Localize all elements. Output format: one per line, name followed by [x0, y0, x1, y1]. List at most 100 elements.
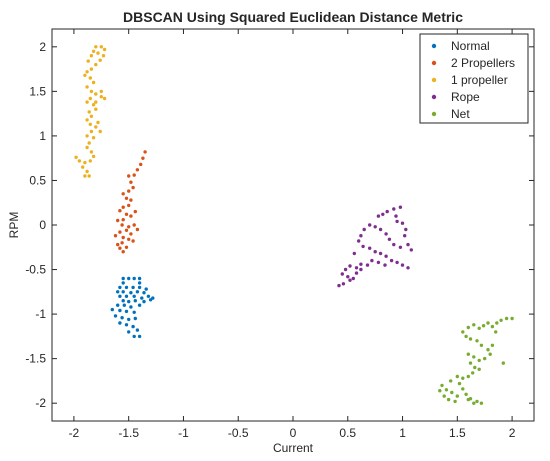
data-point: [464, 334, 468, 339]
data-point: [137, 334, 142, 339]
data-point: [472, 323, 476, 327]
data-point: [466, 397, 470, 402]
data-point: [398, 245, 403, 249]
data-point: [129, 305, 133, 309]
data-point: [137, 303, 142, 307]
legend-marker: [431, 77, 437, 83]
data-point: [116, 218, 120, 223]
y-tick-label: 1.5: [29, 84, 46, 98]
data-point: [85, 70, 89, 74]
data-point: [91, 136, 96, 140]
series-net: [438, 316, 514, 405]
y-axis-label: RPM: [7, 212, 21, 239]
data-point: [89, 54, 94, 58]
x-tick-label: -0.5: [228, 426, 249, 440]
data-point: [455, 374, 459, 379]
data-point: [477, 326, 481, 330]
data-point: [142, 291, 146, 295]
data-point: [133, 316, 137, 321]
data-point: [376, 260, 381, 265]
data-point: [137, 276, 142, 281]
data-point: [438, 389, 442, 393]
data-point: [124, 196, 129, 200]
x-tick-label: 1: [399, 426, 406, 440]
data-point: [122, 303, 127, 307]
data-point: [127, 237, 131, 241]
data-point: [94, 92, 98, 96]
data-point: [348, 264, 352, 268]
y-tick-label: -1.5: [25, 352, 46, 366]
data-point: [129, 180, 133, 184]
data-point: [337, 283, 341, 288]
data-point: [472, 355, 476, 359]
data-point: [132, 223, 136, 227]
data-point: [133, 209, 137, 214]
data-point: [120, 241, 124, 245]
data-point: [348, 278, 352, 282]
data-point: [120, 223, 124, 227]
data-point: [461, 387, 465, 391]
data-point: [121, 235, 125, 240]
data-point: [378, 251, 383, 256]
data-point: [468, 361, 473, 365]
data-point: [395, 260, 399, 265]
data-point: [340, 272, 344, 276]
data-point: [131, 285, 135, 290]
data-point: [99, 95, 104, 99]
data-point: [83, 160, 87, 165]
data-point: [85, 169, 89, 174]
data-point: [361, 244, 365, 249]
legend-label: 2 Propellers: [451, 56, 515, 70]
chart-title: DBSCAN Using Squared Euclidean Distance …: [123, 9, 463, 25]
data-point: [464, 392, 468, 396]
data-point: [89, 150, 94, 154]
data-point: [486, 321, 490, 325]
legend-marker: [431, 94, 437, 100]
data-point: [406, 266, 410, 270]
data-point: [365, 263, 370, 267]
data-point: [87, 174, 91, 178]
data-point: [85, 145, 89, 150]
data-point: [124, 212, 129, 216]
data-point: [486, 348, 490, 352]
data-point: [121, 290, 125, 294]
data-point: [91, 154, 96, 159]
data-point: [118, 285, 122, 290]
data-point: [403, 234, 407, 238]
data-point: [121, 205, 125, 209]
data-point: [400, 221, 405, 225]
data-point: [490, 324, 495, 329]
data-point: [96, 120, 100, 125]
data-point: [132, 334, 136, 339]
data-point: [461, 376, 465, 380]
data-point: [89, 114, 94, 119]
data-point: [110, 307, 115, 312]
legend-label: 1 propeller: [451, 73, 508, 87]
data-point: [450, 390, 454, 395]
data-point: [99, 45, 104, 49]
data-point: [124, 228, 129, 232]
data-point: [121, 218, 125, 222]
data-point: [394, 214, 398, 218]
data-point: [132, 294, 136, 298]
data-point: [88, 159, 93, 163]
data-point: [132, 173, 136, 177]
data-point: [135, 227, 140, 232]
data-point: [368, 223, 372, 227]
data-point: [118, 246, 122, 250]
data-point: [354, 266, 359, 270]
data-point: [91, 80, 96, 85]
data-point: [395, 219, 399, 224]
data-point: [453, 399, 457, 404]
data-point: [127, 276, 131, 281]
data-point: [94, 100, 98, 104]
data-point: [87, 141, 91, 145]
series-1-propeller: [74, 45, 107, 178]
data-point: [477, 358, 481, 363]
data-point: [88, 96, 93, 101]
data-point: [357, 239, 361, 243]
data-point: [127, 203, 131, 208]
data-point: [479, 343, 484, 347]
data-point: [140, 296, 144, 300]
